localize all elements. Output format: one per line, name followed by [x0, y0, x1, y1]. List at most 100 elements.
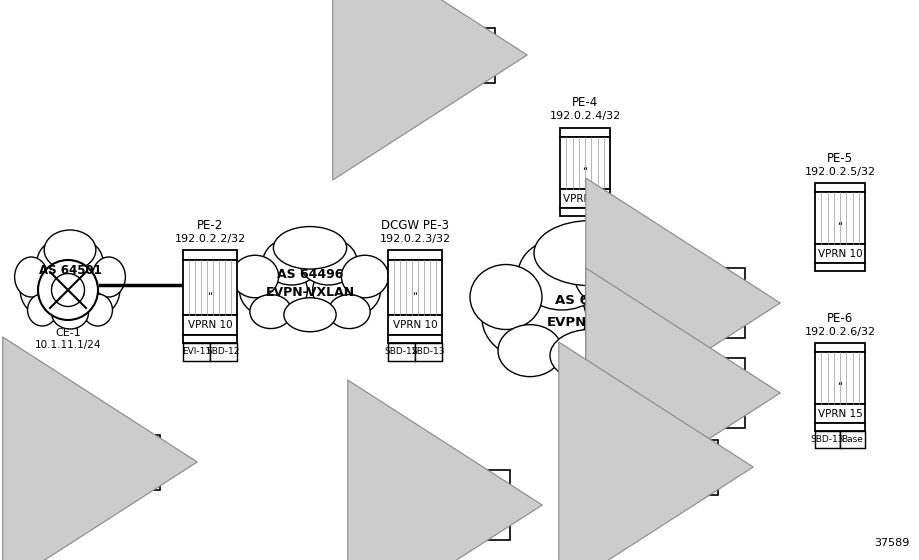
Text: VPRN 10: VPRN 10: [818, 249, 862, 259]
Text: 10.1.11.0/24: 10.1.11.0/24: [358, 60, 429, 70]
Bar: [560, 208, 610, 216]
Text: 192.0.2.3/32: 192.0.2.3/32: [380, 234, 450, 244]
Ellipse shape: [38, 250, 102, 320]
Bar: [815, 263, 865, 271]
Text: EVPN-MPLS: EVPN-MPLS: [547, 315, 633, 329]
Ellipse shape: [594, 276, 698, 361]
Ellipse shape: [470, 264, 542, 329]
Ellipse shape: [498, 325, 562, 377]
Ellipse shape: [328, 295, 370, 329]
Text: AS 64501: AS 64501: [39, 264, 101, 277]
Text: BGP IPv4: BGP IPv4: [596, 453, 646, 463]
Text: 37589: 37589: [875, 538, 910, 548]
Ellipse shape: [265, 248, 356, 322]
Ellipse shape: [638, 264, 710, 329]
Text: “: “: [837, 381, 843, 391]
Bar: [388, 335, 442, 343]
Text: SBD-12: SBD-12: [385, 348, 418, 357]
Ellipse shape: [482, 276, 586, 361]
Text: EVPN RT5 (IFF): EVPN RT5 (IFF): [596, 372, 678, 382]
Ellipse shape: [20, 264, 68, 316]
Bar: [183, 250, 237, 260]
Bar: [210, 343, 237, 361]
Ellipse shape: [263, 238, 321, 285]
Ellipse shape: [574, 239, 662, 310]
Text: 10.1.11.0/24: 10.1.11.0/24: [43, 467, 114, 477]
Text: SBD-13: SBD-13: [811, 435, 845, 444]
Bar: [588, 440, 718, 495]
Text: EVPN RT5 (IFF): EVPN RT5 (IFF): [363, 484, 445, 494]
Bar: [388, 250, 442, 260]
Ellipse shape: [534, 221, 646, 286]
Text: SBD-13: SBD-13: [412, 348, 445, 357]
Ellipse shape: [62, 241, 103, 285]
Bar: [388, 315, 442, 335]
Ellipse shape: [28, 294, 57, 326]
Bar: [560, 128, 610, 137]
Text: EVPN-VXLAN: EVPN-VXLAN: [266, 287, 355, 300]
Text: VPN-IPv4: VPN-IPv4: [358, 41, 409, 51]
Bar: [588, 358, 745, 428]
Text: CE-1: CE-1: [55, 328, 81, 338]
Text: 192.0.2.6/32: 192.0.2.6/32: [804, 326, 876, 337]
Text: Encap=MPLS: Encap=MPLS: [596, 314, 669, 324]
Text: EVPN RT5 (IFL): EVPN RT5 (IFL): [596, 282, 678, 292]
Text: VPRN 10: VPRN 10: [562, 194, 607, 204]
Bar: [840, 431, 865, 448]
Ellipse shape: [232, 255, 278, 298]
Text: 192.0.2.2/32: 192.0.2.2/32: [175, 234, 245, 244]
Text: PE-2: PE-2: [197, 219, 223, 232]
Ellipse shape: [239, 263, 307, 318]
Text: PE-6: PE-6: [827, 311, 853, 324]
Ellipse shape: [520, 253, 660, 367]
Text: 192.0.2.4/32: 192.0.2.4/32: [550, 111, 620, 122]
Text: VPRN 10: VPRN 10: [392, 320, 437, 330]
Text: “: “: [208, 291, 212, 301]
Bar: [355, 470, 510, 540]
Ellipse shape: [44, 230, 96, 270]
Bar: [815, 192, 865, 244]
Text: Base: Base: [842, 435, 864, 444]
Text: DCGW PE-3: DCGW PE-3: [381, 219, 449, 232]
Bar: [815, 343, 865, 352]
Ellipse shape: [92, 257, 125, 297]
Bar: [560, 189, 610, 208]
Text: AS 64496: AS 64496: [277, 268, 343, 282]
Text: 10.1.11.0/24: 10.1.11.0/24: [596, 472, 667, 482]
Text: VPRN 15: VPRN 15: [818, 409, 862, 419]
Text: PE-5: PE-5: [827, 152, 853, 165]
Bar: [815, 423, 865, 431]
Bar: [815, 404, 865, 423]
Ellipse shape: [550, 329, 630, 381]
Circle shape: [38, 260, 98, 320]
Bar: [183, 315, 237, 335]
Bar: [560, 137, 610, 189]
Bar: [815, 431, 840, 448]
Bar: [815, 352, 865, 404]
Text: “: “: [413, 291, 417, 301]
Ellipse shape: [518, 239, 606, 310]
Text: 10.1.11.0/24: 10.1.11.0/24: [363, 500, 434, 510]
Ellipse shape: [300, 238, 357, 285]
Ellipse shape: [72, 264, 119, 316]
Bar: [588, 268, 745, 338]
Bar: [388, 343, 415, 361]
Text: 10.1.11.0/24: 10.1.11.0/24: [596, 298, 667, 308]
Ellipse shape: [15, 257, 48, 297]
Text: AS 64496: AS 64496: [555, 293, 625, 306]
Ellipse shape: [341, 255, 389, 298]
Ellipse shape: [284, 298, 336, 332]
Ellipse shape: [51, 297, 88, 329]
Text: 192.0.2.5/32: 192.0.2.5/32: [804, 166, 876, 176]
Text: EVI-11: EVI-11: [182, 348, 211, 357]
Bar: [35, 435, 160, 490]
Text: Encap=VXLAN: Encap=VXLAN: [363, 516, 444, 526]
Bar: [388, 260, 442, 315]
Text: SBD-12: SBD-12: [207, 348, 240, 357]
Bar: [815, 183, 865, 192]
Text: “: “: [583, 166, 587, 176]
Bar: [183, 260, 237, 315]
Ellipse shape: [37, 241, 77, 285]
Text: 10.1.11.1/24: 10.1.11.1/24: [35, 340, 101, 350]
Bar: [415, 343, 442, 361]
